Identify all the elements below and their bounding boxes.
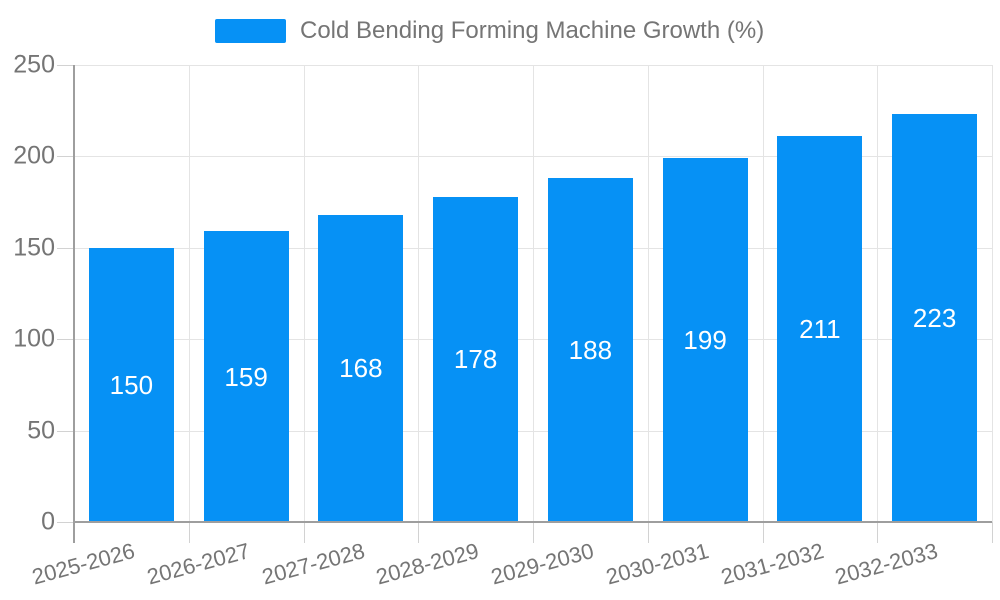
bar-2031-2032[interactable]: 211	[777, 136, 863, 522]
y-axis-tick-label: 200	[13, 141, 55, 170]
y-axis-tick-label: 150	[13, 233, 55, 262]
y-axis-tick-label: 50	[27, 416, 55, 445]
x-axis-tick	[533, 522, 534, 543]
x-axis-label: 2030-2031	[603, 538, 712, 590]
bar-value-label: 211	[799, 314, 841, 345]
bar-2026-2027[interactable]: 159	[203, 231, 289, 522]
bar-2025-2026[interactable]: 150	[88, 247, 174, 522]
plot-area: 0 50 100 150 200 250 150 2025-2026 159 2026-2027 1…	[13, 52, 993, 589]
bar-2027-2028[interactable]: 168	[318, 214, 404, 522]
bar-value-label: 168	[339, 353, 383, 384]
x-axis-tick	[188, 522, 190, 543]
bar-2030-2031[interactable]: 199	[662, 158, 748, 522]
y-axis-line	[73, 65, 75, 543]
x-axis-label: 2029-2030	[488, 538, 597, 590]
x-axis-tick	[303, 522, 305, 543]
gridline-vertical	[992, 65, 993, 522]
x-axis-label: 2031-2032	[717, 538, 827, 590]
bar-value-label: 178	[453, 344, 498, 375]
bar-2029-2030[interactable]: 188	[547, 178, 633, 522]
x-axis-label: 2028-2029	[373, 538, 482, 590]
x-axis-tick	[647, 522, 649, 543]
x-axis-line	[73, 521, 992, 523]
legend-item[interactable]: Cold Bending Forming Machine Growth (%)	[215, 17, 764, 45]
y-axis-tick	[57, 247, 74, 249]
y-axis-tick-label: 250	[13, 50, 55, 79]
x-axis-label: 2032-2033	[832, 538, 941, 590]
x-axis-tick	[877, 522, 879, 543]
bar-value-label: 159	[224, 361, 268, 392]
x-axis-tick	[992, 522, 993, 543]
bar-2028-2029[interactable]: 178	[433, 196, 519, 522]
gridline-vertical	[877, 65, 879, 522]
gridline-vertical	[533, 65, 534, 522]
y-axis-tick	[57, 522, 74, 523]
y-axis-tick	[57, 430, 74, 432]
bar-value-label: 188	[568, 335, 613, 366]
gridline-vertical	[188, 65, 190, 522]
bar-value-label: 150	[109, 369, 154, 400]
bar-value-label: 199	[683, 325, 727, 356]
y-axis-tick	[57, 339, 74, 341]
gridline-vertical	[418, 65, 420, 522]
x-axis-tick	[762, 522, 764, 543]
gridline-vertical	[762, 65, 764, 522]
y-axis-tick-label: 0	[41, 507, 55, 536]
gridline-vertical	[303, 65, 305, 522]
bar-value-label: 223	[912, 303, 957, 334]
x-axis-label: 2025-2026	[29, 538, 138, 590]
legend-label: Cold Bending Forming Machine Growth (%)	[300, 17, 765, 44]
x-axis-label: 2027-2028	[258, 538, 368, 590]
y-axis-tick	[57, 156, 74, 158]
y-axis-tick	[57, 65, 74, 66]
x-axis-tick	[418, 522, 420, 543]
gridline-vertical	[647, 65, 649, 522]
y-axis-tick-label: 100	[13, 324, 55, 353]
legend-swatch	[215, 19, 286, 43]
bar-2032-2033[interactable]: 223	[892, 114, 978, 522]
x-axis-label: 2026-2027	[144, 538, 253, 590]
